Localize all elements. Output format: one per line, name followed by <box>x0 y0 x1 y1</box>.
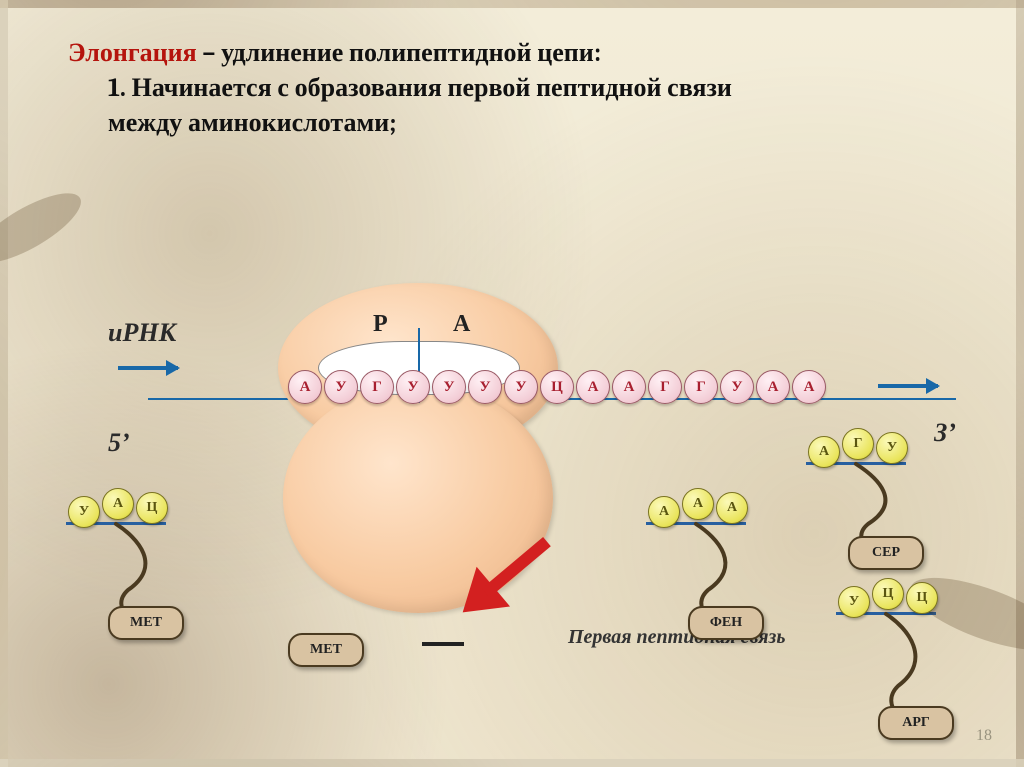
anticodon-base: А <box>102 488 134 520</box>
mrna-base: У <box>396 370 430 404</box>
mrna-base: Ц <box>540 370 574 404</box>
trna-met: УАЦ МЕТ <box>68 488 188 638</box>
a-site-label: А <box>453 311 470 338</box>
arrow-mrna-start <box>118 366 178 370</box>
free-met-cap: МЕТ <box>288 633 364 667</box>
anticodon-base: А <box>648 496 680 528</box>
anticodon-base: Г <box>842 428 874 460</box>
mrna-base: У <box>324 370 358 404</box>
mrna-codon-track: АУГУУУУЦААГГУАА <box>288 370 826 404</box>
p-site-label: Р <box>373 311 388 338</box>
mrna-base: У <box>432 370 466 404</box>
trna-arg: УЦЦАРГ <box>838 578 958 738</box>
anticodon-base: У <box>876 432 908 464</box>
page-number: 18 <box>976 727 992 745</box>
red-arrow-shaft <box>482 537 551 598</box>
term-elongation: Элонгация <box>68 38 197 68</box>
anticodon-base: А <box>808 436 840 468</box>
trna-anticodon: УАЦ <box>68 488 188 520</box>
anticodon-base: У <box>68 496 100 528</box>
mrna-base: А <box>288 370 322 404</box>
anticodon-base: Ц <box>872 578 904 610</box>
heading-block: Элонгация – удлинение полипептидной цепи… <box>68 36 936 141</box>
underscore-mark <box>422 642 464 646</box>
mrna-base: Г <box>684 370 718 404</box>
trna-aminoacid-cap: СЕР <box>848 536 924 570</box>
mrna-base: А <box>576 370 610 404</box>
slide-root: Элонгация – удлинение полипептидной цепи… <box>0 0 1024 767</box>
mrna-base: А <box>612 370 646 404</box>
trna-anticodon: ААА <box>648 488 768 520</box>
mrna-base: А <box>792 370 826 404</box>
trna-anticodon: УЦЦ <box>838 578 958 610</box>
mrna-base: У <box>504 370 538 404</box>
trna-anticodon: АГУ <box>808 428 928 460</box>
mrna-label: иРНК <box>108 318 176 348</box>
arrow-mrna-end <box>878 384 938 388</box>
heading-rest: – удлинение полипептидной цепи: <box>197 38 601 68</box>
trna-phen: АААФЕН <box>648 488 768 638</box>
heading-line2: 1. Начинается с образования первой пепти… <box>68 71 936 106</box>
anticodon-base: У <box>838 586 870 618</box>
mrna-base: У <box>468 370 502 404</box>
anticodon-base: А <box>716 492 748 524</box>
anticodon-base: Ц <box>136 492 168 524</box>
trna-ser: АГУ СЕР <box>808 428 928 568</box>
mrna-base: Г <box>360 370 394 404</box>
trna-aminoacid-cap: ФЕН <box>688 606 764 640</box>
heading-line3: между аминокислотами; <box>68 106 936 141</box>
anticodon-base: А <box>682 488 714 520</box>
mrna-base: А <box>756 370 790 404</box>
trna-aminoacid-cap: МЕТ <box>108 606 184 640</box>
five-prime-label: 5’ <box>108 428 130 458</box>
anticodon-base: Ц <box>906 582 938 614</box>
mrna-base: Г <box>648 370 682 404</box>
mrna-base: У <box>720 370 754 404</box>
trna-aminoacid-cap: АРГ <box>878 706 954 740</box>
